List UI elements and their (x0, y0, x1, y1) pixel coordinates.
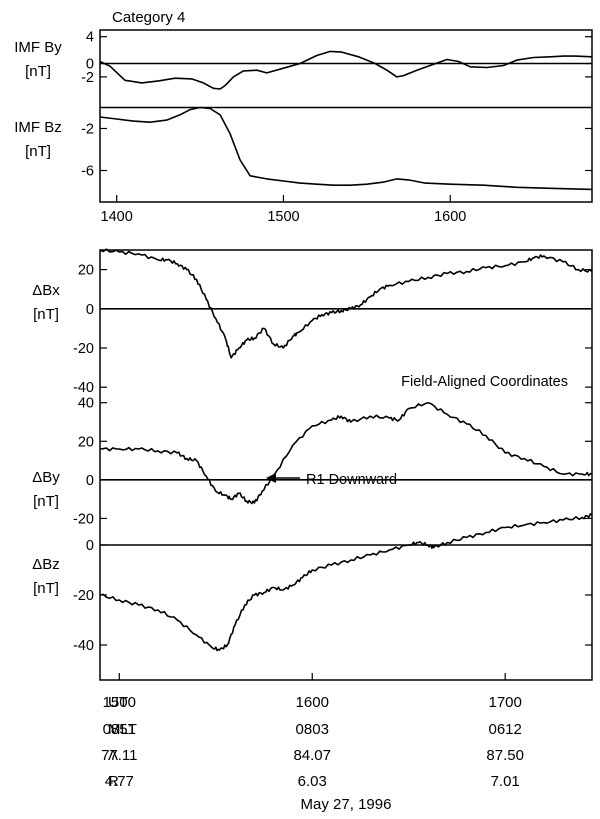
dbx-ylabel-2: [nT] (33, 306, 59, 323)
y-tick-label: 20 (78, 434, 94, 450)
series-line (99, 106, 593, 191)
series-line (99, 401, 593, 505)
y-tick-label: -20 (73, 341, 94, 357)
y-tick-label: 0 (86, 538, 94, 554)
y-tick-label: -2 (81, 70, 94, 86)
footer-cell: 87.50 (486, 747, 524, 764)
field-aligned-annotation: Field-Aligned Coordinates (401, 374, 568, 390)
footer-cell: 0612 (488, 721, 521, 738)
footer-cell: 1500 (103, 694, 136, 711)
footer-cell: 84.07 (293, 747, 331, 764)
series-line (99, 50, 593, 90)
imf-bz-ylabel-1: IMF Bz (14, 119, 62, 136)
y-tick-label: -40 (73, 638, 94, 654)
bottom-plot-frame (99, 249, 593, 681)
y-tick-label: 4 (86, 30, 94, 46)
chart-title: Category 4 (112, 9, 185, 26)
footer-row-label: R (108, 773, 119, 790)
date-label: May 27, 1996 (301, 796, 392, 813)
y-tick-label: 0 (86, 57, 94, 73)
series-line (99, 248, 593, 359)
footer-row-label: Λ (108, 747, 118, 764)
y-tick-label: -20 (73, 588, 94, 604)
x-tick-label: 1500 (267, 209, 299, 225)
footer-cell: 1700 (488, 694, 521, 711)
dby-ylabel-1: ΔBy (32, 469, 60, 486)
r1-downward-annotation: R1 Downward (306, 472, 397, 488)
footer-cell: 0851 (103, 721, 136, 738)
top-plot-frame (99, 29, 593, 203)
footer-row-label: UT (108, 694, 128, 711)
imf-by-ylabel-1: IMF By (14, 39, 62, 56)
y-tick-label: -2 (81, 122, 94, 138)
imf-bz-ylabel-2: [nT] (25, 143, 51, 160)
footer-cell: 77.11 (101, 747, 137, 764)
y-tick-label: 20 (78, 263, 94, 279)
dbx-ylabel-1: ΔBx (32, 282, 60, 299)
dbz-ylabel-1: ΔBz (32, 556, 60, 573)
dby-ylabel-2: [nT] (33, 493, 59, 510)
y-tick-label: 0 (86, 302, 94, 318)
footer-cell: 7.01 (491, 773, 520, 790)
y-tick-label: -40 (73, 380, 94, 396)
x-tick-label: 1600 (434, 209, 466, 225)
r1-arrow-head (266, 473, 276, 483)
series-line (99, 513, 593, 652)
footer-cell: 4.77 (105, 773, 134, 790)
footer-cell: 1600 (296, 694, 329, 711)
footer-cell: 0803 (296, 721, 329, 738)
y-tick-label: -20 (73, 511, 94, 527)
dbz-ylabel-2: [nT] (33, 580, 59, 597)
y-tick-label: -6 (81, 164, 94, 180)
y-tick-label: 0 (86, 473, 94, 489)
footer-cell: 6.03 (298, 773, 327, 790)
y-tick-label: 40 (78, 396, 94, 412)
footer-row-label: MLT (108, 721, 137, 738)
imf-by-ylabel-2: [nT] (25, 63, 51, 80)
x-tick-label: 1400 (101, 209, 133, 225)
